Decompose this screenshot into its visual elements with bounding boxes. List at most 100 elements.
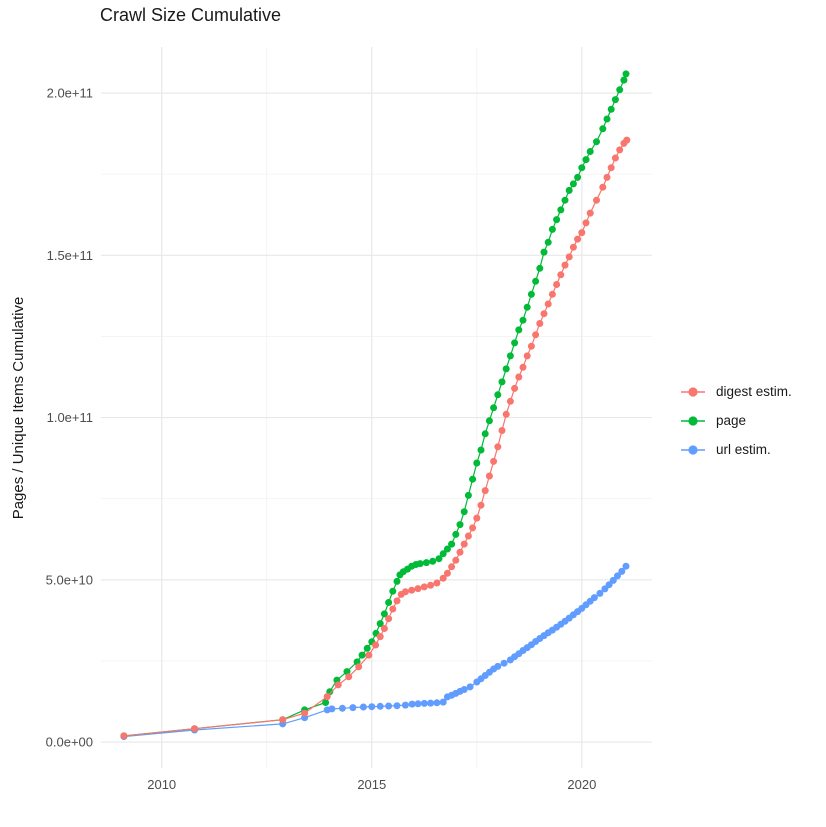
- series-url-estim: [120, 562, 630, 740]
- data-point: [469, 475, 477, 483]
- data-point: [548, 290, 556, 298]
- data-point: [435, 555, 443, 563]
- data-point: [460, 540, 468, 548]
- data-point: [191, 725, 198, 733]
- data-point: [414, 700, 422, 708]
- data-point: [389, 587, 397, 595]
- data-point: [355, 663, 363, 671]
- legend-label-digest-estim: digest estim.: [716, 384, 792, 399]
- data-point: [527, 290, 535, 298]
- data-point: [494, 391, 502, 399]
- legend-label-page: page: [716, 413, 747, 428]
- data-point: [515, 373, 523, 381]
- data-point: [603, 115, 611, 123]
- data-point: [460, 508, 468, 516]
- data-point: [429, 557, 437, 565]
- data-point: [498, 378, 506, 386]
- data-point: [456, 548, 464, 556]
- legend-key-url-icon: [681, 444, 705, 455]
- y-tick-label: 1.5e+11: [47, 248, 93, 263]
- data-point: [506, 352, 514, 360]
- y-tick-label: 0.0e+00: [46, 735, 93, 750]
- data-point: [477, 501, 485, 509]
- data-point: [448, 540, 456, 548]
- data-point: [448, 563, 456, 571]
- data-point: [420, 699, 428, 707]
- data-point: [359, 703, 367, 711]
- data-point: [506, 397, 514, 405]
- data-point: [620, 76, 628, 84]
- data-point: [385, 599, 393, 606]
- data-point: [427, 699, 435, 707]
- series-digest-estim: [120, 136, 631, 740]
- data-point: [443, 545, 451, 553]
- data-point: [607, 164, 615, 172]
- data-point: [393, 702, 401, 710]
- data-point: [363, 644, 371, 652]
- data-point: [511, 384, 519, 392]
- data-point: [593, 138, 600, 146]
- data-point: [561, 261, 569, 269]
- data-point: [515, 326, 523, 334]
- data-point: [422, 559, 430, 567]
- data-point: [607, 105, 615, 113]
- data-point: [368, 703, 376, 711]
- data-point: [328, 705, 336, 713]
- data-point: [385, 702, 393, 710]
- data-point: [393, 597, 401, 605]
- y-tick-label: 2.0e+11: [47, 86, 93, 101]
- legend: digest estim. page url estim.: [680, 377, 792, 464]
- data-point: [557, 206, 565, 214]
- data-point: [477, 446, 485, 454]
- data-point: [605, 581, 613, 589]
- data-point: [456, 521, 464, 529]
- data-point: [609, 576, 617, 584]
- data-point: [532, 277, 540, 285]
- data-point: [420, 583, 428, 591]
- data-point: [519, 316, 527, 324]
- data-point: [523, 303, 531, 311]
- legend-key-digest-icon: [681, 386, 705, 397]
- data-point: [532, 331, 540, 339]
- data-point: [439, 550, 447, 558]
- y-tick-label: 5.0e+10: [46, 572, 93, 587]
- data-point: [469, 524, 477, 532]
- data-point: [338, 704, 346, 712]
- data-point: [536, 264, 544, 272]
- data-point: [593, 196, 600, 204]
- y-tick-label: 1.0e+11: [47, 410, 93, 425]
- data-point: [439, 574, 447, 582]
- data-point: [582, 219, 590, 227]
- legend-key-page-icon: [681, 415, 705, 426]
- data-point: [120, 732, 128, 740]
- data-point: [599, 125, 607, 133]
- data-point: [408, 586, 416, 594]
- data-point: [603, 173, 611, 181]
- data-point: [618, 567, 626, 575]
- data-point: [473, 459, 481, 467]
- data-point: [494, 443, 502, 451]
- data-point: [365, 651, 373, 659]
- data-point: [464, 491, 472, 499]
- data-point: [616, 86, 624, 94]
- data-point: [614, 572, 621, 580]
- legend-item-digest-estim: digest estim.: [680, 377, 792, 406]
- data-point: [544, 238, 552, 246]
- data-point: [376, 702, 384, 710]
- data-point: [590, 594, 598, 602]
- data-point: [345, 673, 353, 681]
- data-point: [578, 164, 586, 172]
- data-point: [439, 698, 447, 706]
- data-point: [574, 235, 582, 243]
- data-point: [586, 148, 594, 155]
- data-point: [443, 569, 451, 577]
- data-point: [464, 532, 472, 540]
- data-point: [553, 281, 561, 288]
- data-point: [372, 641, 380, 649]
- data-point: [565, 186, 573, 194]
- data-point: [358, 651, 366, 659]
- data-point: [452, 556, 460, 564]
- data-point: [578, 229, 586, 237]
- data-point: [511, 339, 519, 347]
- data-point: [523, 352, 531, 360]
